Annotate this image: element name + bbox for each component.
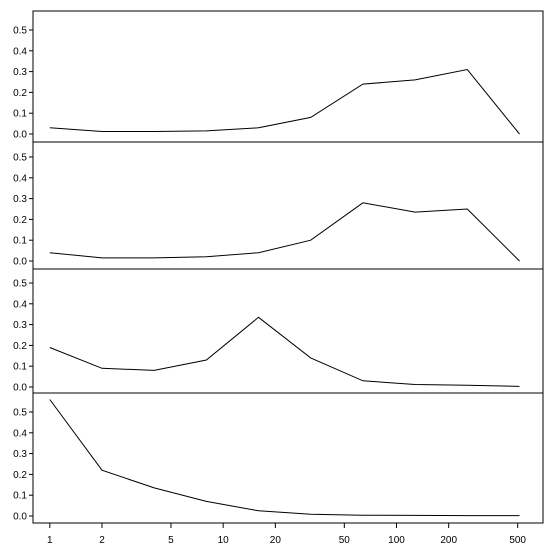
panel-4-y-tick-label: 0.1 [13,491,27,502]
panel-2-y-tick-label: 0.0 [13,257,27,268]
x-tick-label: 2 [99,535,105,546]
panel-4-y-tick-label: 0.5 [13,408,27,419]
panel-4-y-tick-label: 0.4 [13,428,27,439]
panel-3-y-tick-label: 0.4 [13,299,27,310]
panel-3-y-tick-label: 0.0 [13,383,27,394]
panel-1-y-tick-label: 0.1 [13,109,27,120]
panel-2-y-tick-label: 0.1 [13,236,27,247]
x-tick-label: 200 [440,535,457,546]
panel-4-y-tick-label: 0.2 [13,470,27,481]
x-tick-label: 20 [270,535,282,546]
panel-2-y-tick-label: 0.5 [13,153,27,164]
x-tick-label: 100 [388,535,405,546]
panel-2-series-line [49,202,520,262]
x-tick-label: 50 [339,535,351,546]
panel-1-y-tick-label: 0.2 [13,88,27,99]
x-tick-label: 1 [47,535,53,546]
x-tick-label: 5 [168,535,174,546]
x-tick-label: 10 [218,535,230,546]
panel-2-y-tick-label: 0.4 [13,173,27,184]
panel-3-y-tick-label: 0.5 [13,279,27,290]
panel-2-y-tick-label: 0.3 [13,194,27,205]
panel-4-frame [32,392,544,524]
panel-2-y-tick-label: 0.2 [13,215,27,226]
panel-4-y-tick-label: 0.3 [13,449,27,460]
panel-4-series-line [49,399,520,517]
panel-1-y-tick-label: 0.3 [13,67,27,78]
x-tick-label: 500 [509,535,526,546]
panel-3-y-tick-label: 0.2 [13,341,27,352]
panel-1-y-tick-label: 0.0 [13,130,27,141]
panel-3-y-tick-label: 0.1 [13,362,27,373]
panel-1-y-tick-label: 0.5 [13,26,27,37]
panel-1-y-tick-label: 0.4 [13,46,27,57]
panel-2-frame [32,141,544,270]
panel-3-y-tick-label: 0.3 [13,320,27,331]
panel-4-y-tick-label: 0.0 [13,512,27,523]
panel-3-frame [32,268,544,394]
panel-3-series-line [49,316,520,387]
panel-1-series-line [49,68,520,135]
